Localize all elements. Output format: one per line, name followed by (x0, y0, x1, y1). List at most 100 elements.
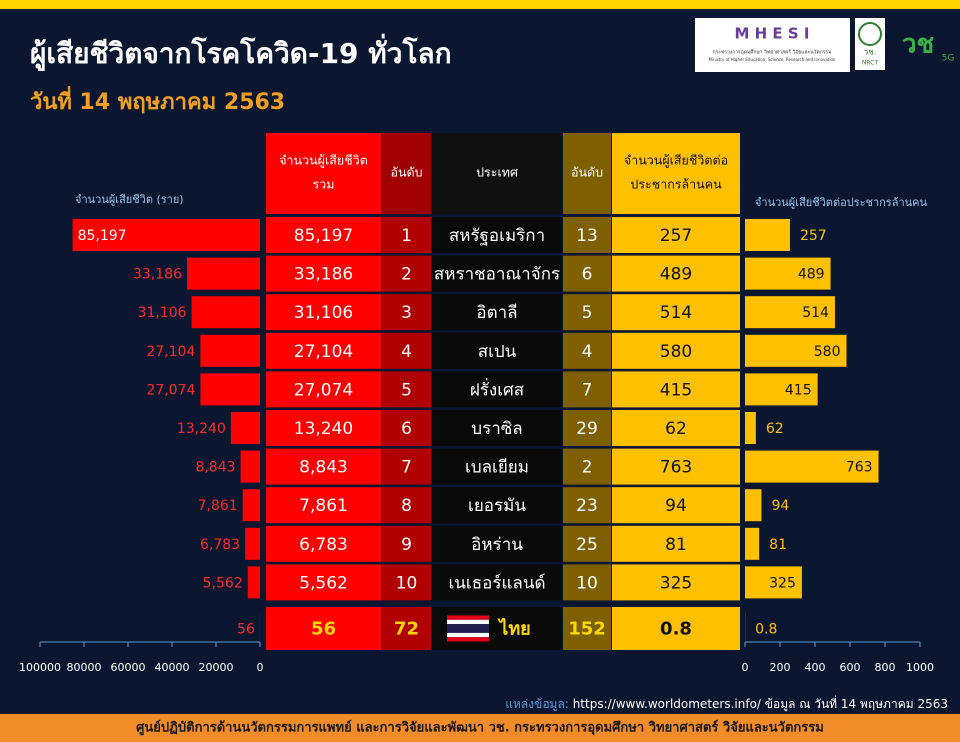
cell-text: 13 (576, 226, 598, 246)
bar (745, 527, 760, 560)
cell-text: 325 (660, 573, 692, 593)
table-cell (432, 255, 562, 292)
value-label: 85,197 (78, 228, 127, 244)
source-note: ข้อมูล ณ วันที่ 14 พฤษภาคม 2563 (765, 695, 948, 712)
table-cell (266, 525, 381, 562)
column-header: รวม (313, 177, 335, 192)
table-cell (563, 255, 611, 292)
source: แหล่งข้อมูล: https://www.worldometers.in… (505, 695, 948, 712)
x-tick-label: 0 (742, 661, 749, 674)
x-tick-label: 80000 (67, 661, 102, 674)
source-url: https://www.worldometers.info/ (573, 697, 762, 711)
cell-text: 81 (665, 535, 687, 555)
table-cell (432, 564, 562, 601)
cell-text: สหรัฐอเมริกา (449, 226, 545, 246)
value-label: 763 (846, 460, 873, 476)
table-cell (563, 410, 611, 446)
table-cell (382, 448, 431, 485)
table-cell (382, 410, 431, 446)
column-header: ประชากรล้านคน (630, 177, 722, 192)
value-label: 580 (814, 344, 841, 360)
cell-text: 0.8 (660, 619, 692, 640)
cell-text: 257 (660, 226, 692, 246)
cell-text: 2 (582, 458, 593, 478)
cell-text: 23 (576, 496, 598, 516)
value-label: 6,783 (200, 537, 240, 553)
table-cell (612, 607, 740, 650)
x-tick-label: 0 (257, 661, 264, 674)
value-label: 0.8 (755, 622, 777, 638)
column-header: จำนวนผู้เสียชีวิตต่อ (624, 153, 728, 169)
table-cell (266, 217, 381, 253)
bar (186, 257, 260, 290)
value-label: 33,186 (133, 267, 182, 283)
bar (230, 412, 260, 444)
table-cell (382, 371, 431, 408)
table-cell (266, 294, 381, 331)
table-cell (612, 217, 740, 253)
bar (745, 450, 879, 483)
value-label: 27,074 (146, 382, 195, 398)
table-cell (432, 487, 562, 524)
logo-ministry-th: กระทรวงการอุดมศึกษา วิทยาศาสตร์ วิจัยและ… (713, 49, 832, 56)
table-cell (563, 607, 611, 650)
table-cell (266, 410, 381, 446)
table-cell (382, 255, 431, 292)
cell-text: 5 (582, 303, 593, 323)
cell-text: 6 (582, 265, 593, 285)
cell-text: สเปน (478, 342, 517, 362)
cell-text: 415 (660, 380, 692, 400)
x-tick-label: 40000 (155, 661, 190, 674)
logo-ministry-en: Ministry of Higher Education, Science, R… (709, 57, 836, 62)
bar (745, 296, 835, 329)
table-cell (382, 332, 431, 369)
value-label: 13,240 (177, 421, 226, 437)
table-cell (266, 487, 381, 524)
subtitle: วันที่ 14 พฤษภาคม 2563 (30, 85, 285, 115)
column-header: จำนวนผู้เสียชีวิต (279, 153, 368, 169)
axis-label: จำนวนผู้เสียชีวิต (ราย) (75, 193, 184, 206)
flag-stripe (447, 615, 489, 620)
seal-text: วช. (864, 48, 876, 57)
cell-text: 33,186 (294, 265, 353, 285)
value-label: 489 (798, 267, 825, 283)
value-label: 27,104 (146, 344, 195, 360)
cell-text: บราซิล (471, 419, 522, 439)
table-cell (266, 255, 381, 292)
x-tick-label: 20000 (199, 661, 234, 674)
value-label: 325 (769, 575, 796, 591)
table-cell (432, 217, 562, 253)
table-cell (432, 332, 562, 369)
flag-stripe (447, 624, 489, 633)
column-header: อันดับ (390, 165, 422, 180)
cell-text: 152 (568, 619, 606, 640)
cell-text: 6,783 (299, 535, 348, 555)
value-label: 62 (766, 421, 784, 437)
cell-text: 29 (576, 419, 598, 439)
cell-text: 56 (311, 619, 336, 640)
table-cell (382, 525, 431, 562)
bar (72, 219, 261, 251)
cell-text: 514 (660, 303, 692, 323)
cell-text: ฝรั่งเศส (470, 377, 525, 400)
cell-text: 580 (660, 342, 692, 362)
table-cell (612, 487, 740, 524)
bar (240, 450, 260, 483)
bar (745, 334, 847, 367)
value-label: 5,562 (203, 575, 243, 591)
cell-text: 85,197 (294, 226, 353, 246)
cell-text: 7 (401, 458, 412, 478)
bar (745, 219, 790, 251)
cell-text: 13,240 (294, 419, 353, 439)
x-tick-label: 60000 (111, 661, 146, 674)
cell-text: 94 (665, 496, 687, 516)
bar (200, 334, 260, 367)
table-cell (612, 564, 740, 601)
bar (242, 489, 260, 522)
header-cell (382, 133, 431, 214)
cell-text: 5 (401, 380, 412, 400)
table-cell (612, 448, 740, 485)
header-cell (266, 133, 381, 214)
x-tick-label: 400 (805, 661, 826, 674)
